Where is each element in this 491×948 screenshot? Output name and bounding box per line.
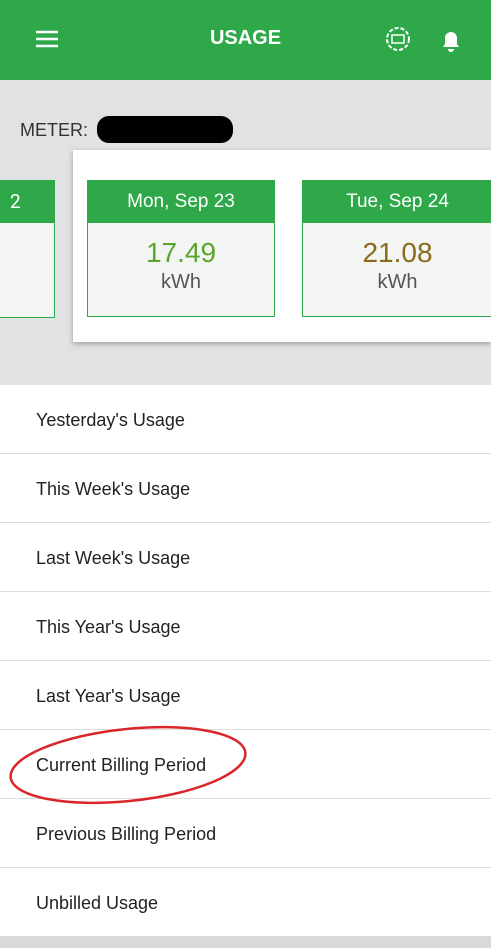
card-unit: kWh [161,271,201,293]
bell-icon[interactable] [443,32,459,52]
card-unit: kWh [377,271,418,293]
meter-icon[interactable] [386,27,410,51]
menu-item[interactable]: This Year's Usage [0,592,491,661]
app-bar: USAGE [0,0,491,80]
menu-item[interactable]: Yesterday's Usage [0,385,491,454]
day-card[interactable]: Mon, Sep 23 17.49 kWh [87,180,275,317]
menu-item[interactable]: This Week's Usage [0,454,491,523]
card-value: 21.08 [362,237,433,268]
card-date: Tue, Sep 24 [303,181,491,223]
menu-list: Yesterday's Usage This Week's Usage Last W… [0,385,491,937]
meter-label: METER: [20,120,89,140]
menu-item[interactable]: Unbilled Usage [0,868,491,937]
menu-item[interactable]: Last Week's Usage [0,523,491,592]
card-date: Mon, Sep 23 [88,181,274,223]
bottom-bar [0,936,491,948]
app-bar-icons [36,27,459,52]
card-value: 17.49 [145,237,217,268]
day-card[interactable]: Tue, Sep 24 21.08 kWh [302,180,491,317]
menu-item[interactable]: Previous Billing Period [0,799,491,868]
day-card[interactable]: 2 [0,180,55,318]
title: USAGE [209,27,282,49]
menu-item[interactable]: Current Billing Period [0,730,491,799]
redacted [97,116,233,143]
card-date: 2 [0,181,54,223]
menu-item[interactable]: Last Year's Usage [0,661,491,730]
menu-icon[interactable] [36,30,58,48]
